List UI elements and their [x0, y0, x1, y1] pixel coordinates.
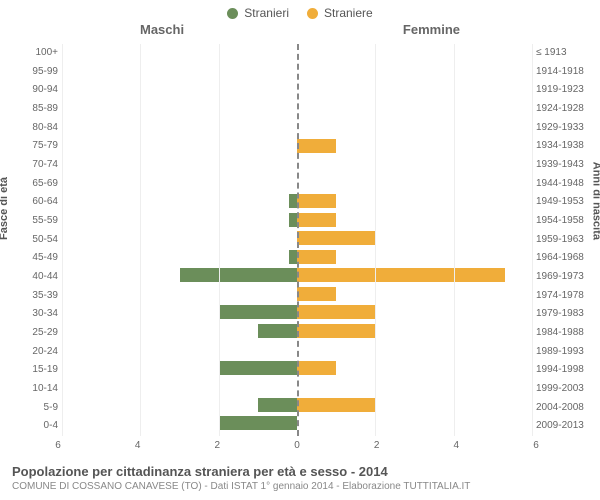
birth-label: 1979-1983	[536, 305, 600, 324]
y-left-ticks: 100+95-9990-9485-8980-8475-7970-7465-696…	[0, 40, 62, 440]
column-headers: Maschi Femmine	[0, 22, 600, 40]
bar-female	[297, 213, 336, 227]
bar-female	[297, 398, 375, 412]
age-label: 0-4	[0, 417, 58, 436]
legend-male-label: Stranieri	[244, 6, 289, 20]
birth-label: ≤ 1913	[536, 44, 600, 63]
birth-label: 1914-1918	[536, 63, 600, 82]
age-label: 45-49	[0, 249, 58, 268]
bar-male	[219, 361, 297, 375]
legend-male: Stranieri	[227, 6, 289, 20]
footer-sub: COMUNE DI COSSANO CANAVESE (TO) - Dati I…	[12, 481, 588, 492]
legend-female: Straniere	[307, 6, 373, 20]
footer-title: Popolazione per cittadinanza straniera p…	[12, 464, 588, 479]
chart-area: Fasce di età Anni di nascita 100+95-9990…	[0, 40, 600, 440]
birth-label: 2004-2008	[536, 399, 600, 418]
header-male: Maschi	[140, 22, 184, 37]
age-label: 80-84	[0, 119, 58, 138]
bar-male	[289, 194, 297, 208]
age-label: 35-39	[0, 287, 58, 306]
age-label: 30-34	[0, 305, 58, 324]
age-label: 100+	[0, 44, 58, 63]
bar-male	[180, 268, 298, 282]
legend: Stranieri Straniere	[0, 0, 600, 22]
bar-female	[297, 361, 336, 375]
x-tick: 4	[135, 440, 141, 451]
x-tick: 4	[454, 440, 460, 451]
age-label: 15-19	[0, 361, 58, 380]
bar-female	[297, 305, 375, 319]
x-tick: 0	[294, 440, 300, 451]
y-axis-left-label: Fasce di età	[0, 177, 10, 240]
bar-female	[297, 324, 375, 338]
bar-female	[297, 250, 336, 264]
bar-female	[297, 287, 336, 301]
plot	[62, 44, 532, 436]
footer: Popolazione per cittadinanza straniera p…	[0, 456, 600, 492]
age-label: 75-79	[0, 137, 58, 156]
male-swatch	[227, 8, 238, 19]
center-line	[297, 44, 299, 436]
bar-female	[297, 231, 375, 245]
bar-female	[297, 268, 505, 282]
x-axis: 6 4 2 0 2 4 6	[0, 440, 600, 456]
birth-label: 1974-1978	[536, 287, 600, 306]
age-label: 40-44	[0, 268, 58, 287]
bar-male	[289, 213, 297, 227]
bar-male	[289, 250, 297, 264]
birth-label: 1994-1998	[536, 361, 600, 380]
y-right-ticks: ≤ 19131914-19181919-19231924-19281929-19…	[532, 40, 600, 440]
header-female: Femmine	[403, 22, 460, 37]
age-label: 95-99	[0, 63, 58, 82]
age-label: 10-14	[0, 380, 58, 399]
birth-label: 2009-2013	[536, 417, 600, 436]
age-label: 85-89	[0, 100, 58, 119]
birth-label: 1989-1993	[536, 343, 600, 362]
age-label: 25-29	[0, 324, 58, 343]
x-ticks: 6 4 2 0 2 4 6	[58, 440, 536, 456]
birth-label: 1929-1933	[536, 119, 600, 138]
birth-label: 1964-1968	[536, 249, 600, 268]
x-tick: 2	[374, 440, 380, 451]
age-label: 90-94	[0, 81, 58, 100]
birth-label: 1919-1923	[536, 81, 600, 100]
plot-wrap	[62, 40, 532, 440]
bar-male	[219, 416, 297, 430]
birth-label: 1984-1988	[536, 324, 600, 343]
birth-label: 1934-1938	[536, 137, 600, 156]
x-tick: 2	[215, 440, 221, 451]
bar-female	[297, 139, 336, 153]
birth-label: 1924-1928	[536, 100, 600, 119]
age-label: 5-9	[0, 399, 58, 418]
age-label: 20-24	[0, 343, 58, 362]
birth-label: 1969-1973	[536, 268, 600, 287]
x-tick: 6	[55, 440, 61, 451]
age-label: 70-74	[0, 156, 58, 175]
y-axis-right-label: Anni di nascita	[590, 162, 600, 240]
bar-male	[219, 305, 297, 319]
female-swatch	[307, 8, 318, 19]
bar-female	[297, 194, 336, 208]
birth-label: 1999-2003	[536, 380, 600, 399]
legend-female-label: Straniere	[324, 6, 373, 20]
x-tick: 6	[533, 440, 539, 451]
bar-male	[258, 398, 297, 412]
bar-male	[258, 324, 297, 338]
